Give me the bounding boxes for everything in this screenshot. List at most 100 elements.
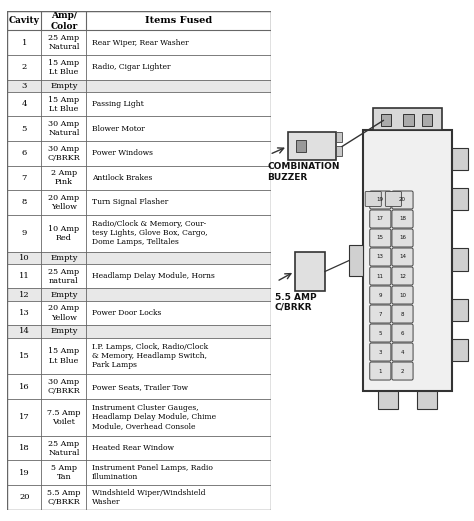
Bar xyxy=(7,80,271,92)
Text: 30 Amp
C/BRKR: 30 Amp C/BRKR xyxy=(47,378,80,395)
Text: 11: 11 xyxy=(377,274,384,279)
Text: 5.5 AMP
C/BRKR: 5.5 AMP C/BRKR xyxy=(274,292,316,312)
Bar xyxy=(7,436,271,461)
Text: 5 Amp
Tan: 5 Amp Tan xyxy=(51,464,77,481)
Text: 5: 5 xyxy=(22,125,27,133)
Text: Empty: Empty xyxy=(50,82,78,90)
Text: Passing Light: Passing Light xyxy=(91,100,143,108)
Text: Empty: Empty xyxy=(50,327,78,336)
Text: 14: 14 xyxy=(19,327,30,336)
Text: 5: 5 xyxy=(379,330,382,336)
Text: 14: 14 xyxy=(399,254,406,259)
Text: 9: 9 xyxy=(379,292,382,297)
Bar xyxy=(7,190,271,215)
FancyBboxPatch shape xyxy=(392,362,413,380)
Text: Heated Rear Window: Heated Rear Window xyxy=(91,444,173,452)
Bar xyxy=(7,399,271,436)
Bar xyxy=(7,30,271,55)
Bar xyxy=(417,391,437,408)
Text: 2: 2 xyxy=(22,63,27,71)
Text: 18: 18 xyxy=(399,217,406,221)
Text: 25 Amp
natural: 25 Amp natural xyxy=(48,267,80,284)
FancyBboxPatch shape xyxy=(392,210,413,228)
Text: Empty: Empty xyxy=(50,291,78,299)
FancyBboxPatch shape xyxy=(392,305,413,323)
Bar xyxy=(363,130,452,391)
Text: Power Seats, Trailer Tow: Power Seats, Trailer Tow xyxy=(91,383,188,391)
Text: Instrument Panel Lamps, Radio
Illumination: Instrument Panel Lamps, Radio Illuminati… xyxy=(91,464,212,481)
FancyBboxPatch shape xyxy=(370,229,391,247)
Text: 9: 9 xyxy=(22,229,27,237)
FancyBboxPatch shape xyxy=(392,324,413,342)
Bar xyxy=(452,189,468,210)
Text: 7: 7 xyxy=(22,174,27,182)
FancyBboxPatch shape xyxy=(370,210,391,228)
Text: Empty: Empty xyxy=(50,254,78,262)
Text: 13: 13 xyxy=(19,309,30,317)
Bar xyxy=(452,339,468,361)
Bar xyxy=(7,141,271,166)
Text: 20 Amp
Yellow: 20 Amp Yellow xyxy=(48,194,80,211)
Bar xyxy=(295,253,325,291)
Bar xyxy=(336,146,342,156)
Text: 25 Amp
Natural: 25 Amp Natural xyxy=(48,34,80,51)
Bar xyxy=(7,116,271,141)
Text: 8: 8 xyxy=(22,199,27,206)
Bar xyxy=(378,391,399,408)
Text: 20: 20 xyxy=(19,493,29,501)
Bar xyxy=(7,325,271,338)
Text: 6: 6 xyxy=(401,330,404,336)
Text: Radio/Clock & Memory, Cour-
tesy Lights, Glove Box, Cargo,
Dome Lamps, Telltales: Radio/Clock & Memory, Cour- tesy Lights,… xyxy=(91,220,207,246)
Text: 15: 15 xyxy=(377,235,384,241)
Bar xyxy=(349,245,363,276)
Text: Instrument Cluster Gauges,
Headlamp Delay Module, Chime
Module, Overhead Console: Instrument Cluster Gauges, Headlamp Dela… xyxy=(91,404,216,430)
Text: 10: 10 xyxy=(399,292,406,297)
Text: 16: 16 xyxy=(19,383,29,391)
FancyBboxPatch shape xyxy=(370,248,391,266)
Text: 4: 4 xyxy=(21,100,27,108)
FancyBboxPatch shape xyxy=(370,362,391,380)
Bar xyxy=(7,252,271,264)
Text: 17: 17 xyxy=(377,217,384,221)
Bar xyxy=(7,166,271,190)
Bar xyxy=(7,264,271,289)
Bar xyxy=(7,215,271,252)
Bar xyxy=(452,249,468,270)
Bar xyxy=(7,461,271,485)
Text: 7.5 Amp
Voilet: 7.5 Amp Voilet xyxy=(47,409,81,426)
Text: Power Door Locks: Power Door Locks xyxy=(91,309,161,317)
Text: Windshield Wiper/Windshield
Washer: Windshield Wiper/Windshield Washer xyxy=(91,489,205,506)
Text: Blower Motor: Blower Motor xyxy=(91,125,145,133)
FancyBboxPatch shape xyxy=(365,192,381,206)
Text: 8: 8 xyxy=(401,312,404,317)
FancyBboxPatch shape xyxy=(392,191,413,209)
FancyBboxPatch shape xyxy=(392,229,413,247)
Text: 4: 4 xyxy=(401,350,404,354)
Text: 3: 3 xyxy=(22,82,27,90)
Text: 10: 10 xyxy=(19,254,29,262)
Text: 19: 19 xyxy=(19,469,30,477)
Bar xyxy=(7,11,271,30)
FancyBboxPatch shape xyxy=(392,267,413,285)
Text: Cavity: Cavity xyxy=(9,17,40,26)
Bar xyxy=(373,108,442,130)
Text: I.P. Lamps, Clock, Radio/Clock
& Memory, Headlamp Switch,
Park Lamps: I.P. Lamps, Clock, Radio/Clock & Memory,… xyxy=(91,343,208,369)
Text: Antilock Brakes: Antilock Brakes xyxy=(91,174,152,182)
Bar xyxy=(7,375,271,399)
Bar xyxy=(422,115,432,127)
Bar xyxy=(452,148,468,170)
Text: 11: 11 xyxy=(19,272,30,280)
Text: 15 Amp
Lt Blue: 15 Amp Lt Blue xyxy=(48,95,80,113)
Bar xyxy=(7,289,271,301)
FancyBboxPatch shape xyxy=(370,267,391,285)
Bar xyxy=(7,485,271,510)
FancyBboxPatch shape xyxy=(392,286,413,304)
Text: 15 Amp
Lt Blue: 15 Amp Lt Blue xyxy=(48,59,80,76)
FancyBboxPatch shape xyxy=(370,324,391,342)
Bar xyxy=(7,301,271,325)
Text: Turn Signal Flasher: Turn Signal Flasher xyxy=(91,199,168,206)
Bar xyxy=(7,92,271,116)
FancyBboxPatch shape xyxy=(385,192,401,206)
Text: 10 Amp
Red: 10 Amp Red xyxy=(48,225,80,242)
FancyBboxPatch shape xyxy=(392,343,413,361)
